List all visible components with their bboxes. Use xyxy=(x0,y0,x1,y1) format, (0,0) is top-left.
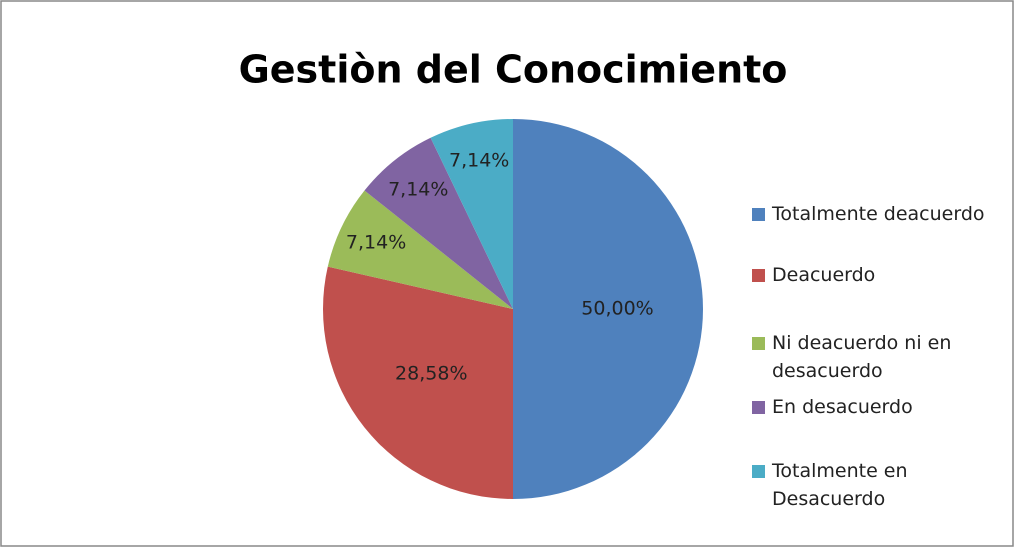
data-label: 7,14% xyxy=(346,231,406,253)
legend-label: Ni deacuerdo ni en desacuerdo xyxy=(772,332,952,382)
pie-slice xyxy=(513,119,703,499)
data-label: 50,00% xyxy=(581,298,653,320)
data-label: 28,58% xyxy=(395,363,467,385)
data-label: 7,14% xyxy=(449,149,509,171)
data-label: 7,14% xyxy=(388,179,448,201)
legend-label: En desacuerdo xyxy=(772,396,913,418)
legend-item: Ni deacuerdo ni en desacuerdo xyxy=(752,329,992,385)
legend-item: Totalmente deacuerdo xyxy=(752,200,992,228)
pie-slice xyxy=(327,190,513,309)
legend-label: Deacuerdo xyxy=(772,264,876,286)
legend-item: Totalmente en Desacuerdo xyxy=(752,457,992,513)
legend-swatch xyxy=(752,465,765,478)
legend-label: Totalmente en Desacuerdo xyxy=(772,460,908,510)
legend-swatch xyxy=(752,208,765,221)
chart-title: Gestiòn del Conocimiento xyxy=(239,48,788,92)
legend-swatch xyxy=(752,401,765,414)
legend-item: Deacuerdo xyxy=(752,261,992,289)
pie-slice xyxy=(323,266,513,499)
pie-slice xyxy=(364,137,513,309)
pie-slice xyxy=(430,119,513,309)
legend-swatch xyxy=(752,269,765,282)
legend-item: En desacuerdo xyxy=(752,393,992,421)
legend-label: Totalmente deacuerdo xyxy=(772,203,985,225)
legend-swatch xyxy=(752,337,765,350)
